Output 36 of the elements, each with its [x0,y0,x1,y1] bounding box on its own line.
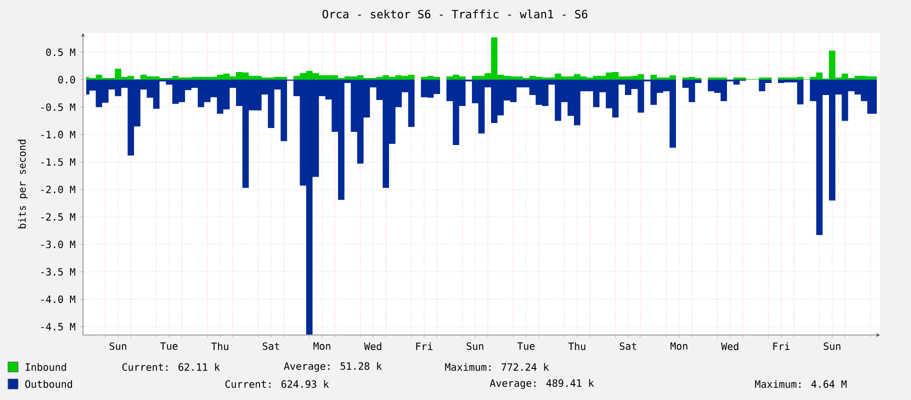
y-tick-label: -3.5 M [41,268,76,276]
y-tick-label: 0.0 [58,76,75,84]
x-tick-label: Sat [262,342,280,350]
text: Maximum: 4.64 M [755,380,847,388]
legend-label: Outbound [25,380,72,388]
y-tick-label: -0.5 M [41,103,76,111]
y-tick-label: -1.5 M [41,158,76,166]
x-tick-label: Thu [568,342,586,350]
x-tick-label: Fri [773,342,790,350]
y-tick-label: -4.0 M [41,296,76,304]
chart-title: Orca - sektor S6 - Traffic - wlan1 - S6 [322,10,588,18]
x-tick-label: Wed [364,342,382,350]
text: Current: 62.11 k [122,363,220,371]
x-tick-label: Wed [721,342,738,350]
legend-label: Inbound [26,363,66,371]
y-tick-label: 0.5 M [46,48,76,56]
x-tick-label: Tue [517,342,535,350]
x-tick-label: Thu [211,342,228,350]
x-tick-label: Sat [620,342,636,350]
y-axis-title: bits per second [18,140,28,228]
x-tick-label: Tue [160,342,178,350]
y-tick-label: -2.0 M [41,186,76,194]
x-tick-label: Sun [824,342,840,350]
text: Maximum: 772.24 k [445,363,549,371]
y-tick-label: -3.0 M [41,240,76,248]
y-tick-label: -4.5 M [41,323,76,330]
text: Average: 489.41 k [490,379,594,389]
x-tick-label: Mon [670,342,688,350]
y-tick-label: -1.0 M [41,130,76,138]
text: Current: 624.93 k [225,380,329,388]
text: Average: 51.28 k [284,362,382,372]
x-tick-label: Sun [466,342,484,350]
x-tick-label: Sun [110,342,126,350]
x-tick-label: Mon [313,342,330,350]
x-tick-label: Fri [416,342,432,350]
y-tick-label: -2.5 M [41,213,76,221]
